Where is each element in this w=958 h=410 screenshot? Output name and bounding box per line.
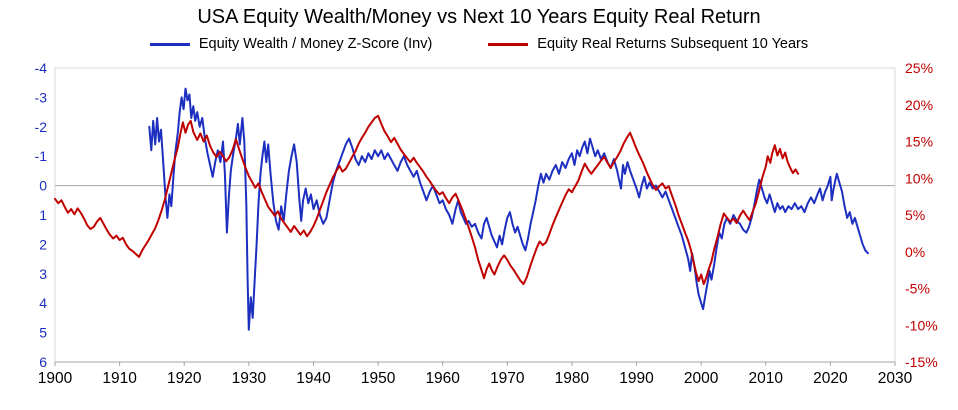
x-tick-label: 1910	[102, 370, 137, 387]
x-tick-label: 2000	[684, 370, 719, 387]
x-tick-label: 1930	[232, 370, 267, 387]
x-tick-label: 1960	[425, 370, 460, 387]
x-tick-label: 1990	[619, 370, 654, 387]
y-left-tick-label: 5	[39, 325, 47, 341]
y-left-tick-label: 1	[39, 207, 47, 223]
x-tick-label: 2030	[878, 370, 913, 387]
plot-border	[54, 67, 896, 363]
y-right-tick-label: 0%	[905, 244, 925, 260]
y-left-tick-label: 2	[39, 236, 47, 252]
y-left-tick-label: -2	[35, 119, 48, 135]
x-tick-label: 1940	[296, 370, 331, 387]
x-tick-label: 1980	[555, 370, 590, 387]
chart-title: USA Equity Wealth/Money vs Next 10 Years…	[197, 6, 761, 28]
real-returns-series-line	[54, 114, 800, 286]
x-tick-label: 1920	[167, 370, 202, 387]
y-left-tick-label: 6	[39, 354, 47, 370]
y-left-tick-label: 0	[39, 178, 47, 194]
legend-label-zscore: Equity Wealth / Money Z-Score (Inv)	[198, 36, 433, 52]
y-left-tick-label: 4	[39, 295, 47, 311]
red-line-swatch-icon	[488, 42, 529, 46]
blue-line-swatch-icon	[149, 42, 190, 46]
y-right-tick-label: -5%	[905, 281, 930, 297]
x-tick-label: 1950	[361, 370, 396, 387]
x-tick-label: 2010	[749, 370, 784, 387]
y-left-tick-label: -1	[35, 148, 48, 164]
y-right-tick-label: 5%	[905, 207, 925, 223]
y-right-tick-label: 20%	[905, 97, 933, 113]
x-tick-label: 1970	[490, 370, 525, 387]
y-left-tick-label: -4	[35, 60, 48, 76]
x-tick-label: 2020	[813, 370, 848, 387]
legend-label-real-returns: Equity Real Returns Subsequent 10 Years	[537, 36, 809, 52]
x-tick-label: 1900	[38, 370, 73, 387]
y-right-tick-label: 10%	[905, 170, 933, 186]
zscore-series-line	[148, 87, 869, 331]
y-left-tick-label: -3	[35, 89, 48, 105]
y-right-tick-label: 15%	[905, 134, 933, 150]
y-right-tick-label: -10%	[905, 317, 938, 333]
chart-legend: Equity Wealth / Money Z-Score (Inv) Equi…	[0, 36, 958, 52]
y-right-tick-label: 25%	[905, 60, 933, 76]
y-right-tick-label: -15%	[905, 354, 938, 370]
legend-item-real-returns: Equity Real Returns Subsequent 10 Years	[488, 36, 808, 52]
legend-item-zscore: Equity Wealth / Money Z-Score (Inv)	[149, 36, 433, 52]
y-left-tick-label: 3	[39, 266, 47, 282]
